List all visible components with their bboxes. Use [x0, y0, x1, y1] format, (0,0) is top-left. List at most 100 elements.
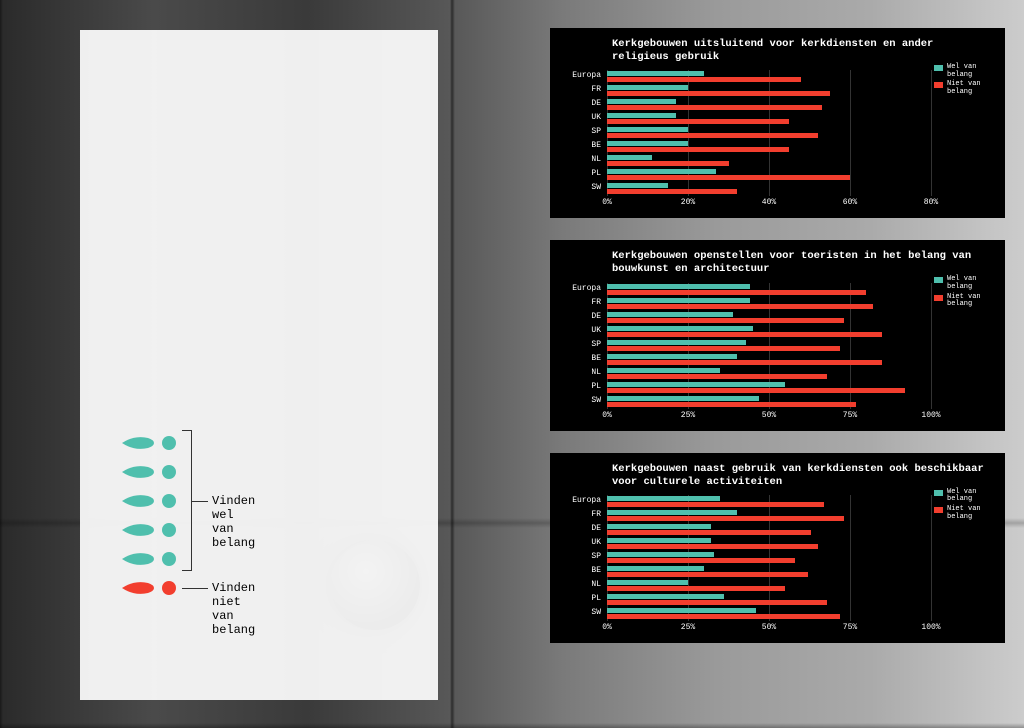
- x-tick: 60%: [843, 198, 857, 207]
- dot-icon: [162, 552, 176, 566]
- x-tick: 0%: [602, 623, 612, 632]
- bar-wel: [607, 552, 714, 557]
- x-axis: 0%20%40%60%80%: [607, 198, 931, 210]
- chart-title: Kerkgebouwen uitsluitend voor kerkdienst…: [612, 38, 993, 64]
- x-tick: 0%: [602, 198, 612, 207]
- y-label: BE: [562, 353, 607, 367]
- y-label: Europa: [562, 70, 607, 84]
- y-label: PL: [562, 593, 607, 607]
- x-axis: 0%25%50%75%100%: [607, 623, 931, 635]
- bar-wel: [607, 141, 688, 146]
- x-tick: 25%: [681, 411, 695, 420]
- bar-wel: [607, 580, 688, 585]
- x-tick: 100%: [921, 411, 940, 420]
- drop-icon: [120, 463, 156, 481]
- bar-group: [607, 311, 931, 325]
- bar-group: [607, 537, 931, 551]
- bar-group: [607, 70, 931, 84]
- bar-group: [607, 140, 931, 154]
- infographic-legend: Vinden wel van belangVinden niet van bel…: [120, 430, 186, 604]
- bar-group: [607, 112, 931, 126]
- x-tick: 100%: [921, 623, 940, 632]
- bar-niet: [607, 572, 808, 577]
- bar-wel: [607, 155, 652, 160]
- y-label: Europa: [562, 283, 607, 297]
- grid-line: [931, 495, 932, 621]
- bar-wel: [607, 326, 753, 331]
- bar-group: [607, 353, 931, 367]
- bar-group: [607, 509, 931, 523]
- x-tick: 25%: [681, 623, 695, 632]
- bar-group: [607, 495, 931, 509]
- bar-group: [607, 297, 931, 311]
- bar-group: [607, 339, 931, 353]
- chart-legend: Wel van belangNiet van belang: [934, 276, 989, 311]
- bar-group: [607, 381, 931, 395]
- bar-niet: [607, 544, 818, 549]
- chart-title: Kerkgebouwen naast gebruik van kerkdiens…: [612, 463, 993, 489]
- dot-icon: [162, 523, 176, 537]
- charts-column: Kerkgebouwen uitsluitend voor kerkdienst…: [550, 28, 1005, 665]
- drop-icon: [120, 492, 156, 510]
- bar-wel: [607, 71, 704, 76]
- bar-group: [607, 84, 931, 98]
- bar-chart: Kerkgebouwen uitsluitend voor kerkdienst…: [550, 28, 1005, 218]
- bar-niet: [607, 161, 729, 166]
- dot-icon: [162, 436, 176, 450]
- bar-niet: [607, 516, 844, 521]
- y-label: UK: [562, 537, 607, 551]
- bar-wel: [607, 183, 668, 188]
- bar-wel: [607, 284, 750, 289]
- bar-wel: [607, 127, 688, 132]
- y-label: UK: [562, 325, 607, 339]
- x-tick: 80%: [924, 198, 938, 207]
- dot-icon: [162, 494, 176, 508]
- chart-legend: Wel van belang Niet van belang: [934, 489, 989, 524]
- legend-wel: Wel van belang: [947, 489, 989, 504]
- legend-niet: Niet van belang: [947, 506, 989, 521]
- y-label: DE: [562, 523, 607, 537]
- y-label: FR: [562, 84, 607, 98]
- y-label: SP: [562, 339, 607, 353]
- bar-niet: [607, 614, 840, 619]
- grid-line: [931, 70, 932, 196]
- bar-wel: [607, 566, 704, 571]
- legend-wel: Wel van belang: [947, 276, 989, 291]
- x-tick: 50%: [762, 411, 776, 420]
- bar-niet: [607, 558, 795, 563]
- bar-wel: [607, 594, 724, 599]
- y-label: SP: [562, 126, 607, 140]
- legend-drop-row: [120, 546, 186, 572]
- y-label: UK: [562, 112, 607, 126]
- bar-wel: [607, 382, 785, 387]
- y-axis-labels: EuropaFRDEUKSPBENLPLSW: [562, 283, 607, 423]
- bar-wel: [607, 298, 750, 303]
- bar-wel: [607, 169, 716, 174]
- y-label: DE: [562, 98, 607, 112]
- bar-niet: [607, 402, 856, 407]
- x-axis: 0%25%50%75%100%: [607, 411, 931, 423]
- bar-niet: [607, 189, 737, 194]
- bar-group: [607, 367, 931, 381]
- bar-niet: [607, 91, 830, 96]
- bar-wel: [607, 354, 737, 359]
- bar-wel: [607, 396, 759, 401]
- drop-icon: [120, 521, 156, 539]
- y-label: NL: [562, 154, 607, 168]
- y-label: Europa: [562, 495, 607, 509]
- y-label: FR: [562, 297, 607, 311]
- x-tick: 0%: [602, 411, 612, 420]
- bracket-stem-wel: [192, 501, 208, 502]
- dot-icon: [162, 465, 176, 479]
- y-label: BE: [562, 140, 607, 154]
- bar-wel: [607, 608, 756, 613]
- bar-niet: [607, 502, 824, 507]
- dot-icon: [162, 581, 176, 595]
- legend-drop-row: [120, 575, 186, 601]
- bar-wel: [607, 113, 676, 118]
- bar-niet: [607, 388, 905, 393]
- bar-wel: [607, 85, 688, 90]
- bar-niet: [607, 290, 866, 295]
- bar-niet: [607, 530, 811, 535]
- bar-wel: [607, 340, 746, 345]
